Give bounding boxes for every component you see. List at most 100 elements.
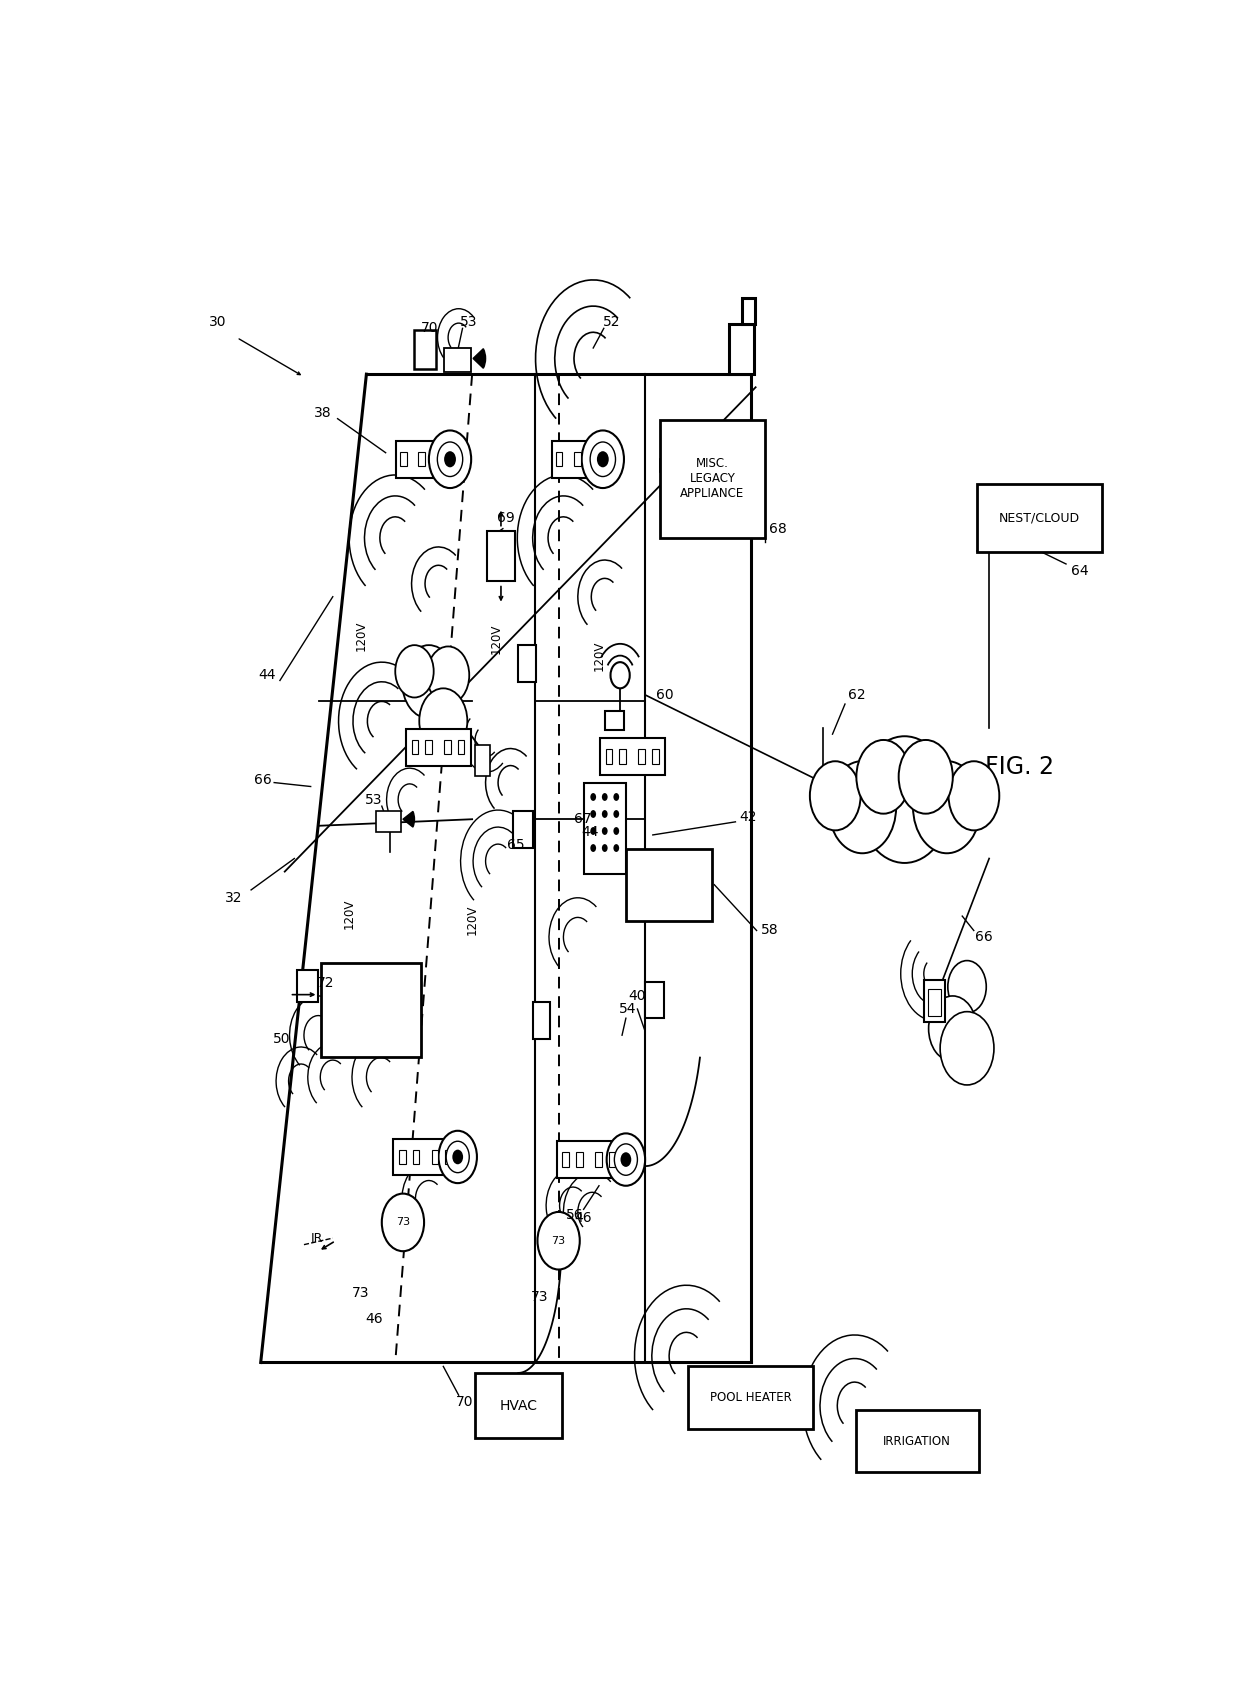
FancyBboxPatch shape (513, 811, 533, 848)
Circle shape (396, 644, 434, 697)
Text: 50: 50 (273, 1032, 290, 1045)
Circle shape (857, 740, 910, 814)
FancyBboxPatch shape (475, 745, 490, 775)
FancyBboxPatch shape (414, 330, 435, 369)
Text: 66: 66 (254, 774, 272, 787)
Circle shape (856, 740, 910, 814)
Text: IRRIGATION: IRRIGATION (883, 1435, 951, 1447)
FancyBboxPatch shape (645, 981, 665, 1018)
FancyBboxPatch shape (626, 850, 712, 921)
FancyBboxPatch shape (605, 711, 624, 731)
FancyBboxPatch shape (556, 452, 563, 466)
FancyBboxPatch shape (486, 532, 516, 581)
Text: MISC.
LEGACY
APPLIANCE: MISC. LEGACY APPLIANCE (681, 457, 744, 500)
FancyBboxPatch shape (444, 740, 451, 755)
Circle shape (828, 760, 897, 853)
FancyBboxPatch shape (595, 1153, 601, 1166)
Circle shape (590, 811, 596, 818)
FancyBboxPatch shape (418, 452, 425, 466)
Circle shape (810, 762, 861, 831)
Circle shape (810, 762, 861, 830)
Text: 120V: 120V (355, 620, 368, 651)
Circle shape (858, 736, 951, 864)
Circle shape (427, 646, 469, 704)
Text: 69: 69 (497, 512, 515, 525)
FancyBboxPatch shape (652, 750, 658, 763)
Text: 68: 68 (769, 522, 786, 536)
Circle shape (601, 845, 608, 852)
Circle shape (439, 1130, 477, 1183)
Circle shape (382, 1193, 424, 1251)
FancyBboxPatch shape (412, 740, 418, 755)
Circle shape (590, 845, 596, 852)
Circle shape (601, 811, 608, 818)
FancyBboxPatch shape (444, 348, 471, 372)
Circle shape (940, 1012, 994, 1085)
FancyBboxPatch shape (574, 452, 580, 466)
Text: 66: 66 (975, 930, 992, 944)
Text: 120V: 120V (490, 624, 502, 654)
FancyBboxPatch shape (393, 1139, 459, 1175)
FancyBboxPatch shape (425, 740, 432, 755)
FancyBboxPatch shape (924, 981, 945, 1022)
Circle shape (446, 1141, 469, 1173)
Circle shape (537, 1212, 580, 1270)
Text: 73: 73 (396, 1217, 410, 1227)
Circle shape (444, 450, 456, 468)
Circle shape (429, 430, 471, 488)
Circle shape (614, 792, 619, 801)
Text: 70: 70 (422, 321, 439, 335)
Text: 73: 73 (552, 1236, 565, 1246)
Circle shape (949, 762, 999, 831)
Text: 42: 42 (739, 809, 756, 823)
FancyBboxPatch shape (475, 1374, 562, 1438)
Circle shape (858, 736, 951, 864)
Text: 120V: 120V (342, 898, 356, 928)
Circle shape (590, 442, 615, 476)
Circle shape (419, 688, 467, 753)
Circle shape (913, 760, 981, 853)
Text: 54: 54 (619, 1001, 636, 1017)
FancyBboxPatch shape (533, 1003, 551, 1039)
FancyBboxPatch shape (458, 740, 465, 755)
Circle shape (614, 1144, 637, 1175)
Circle shape (596, 450, 609, 468)
Circle shape (606, 1134, 645, 1187)
Text: 38: 38 (315, 406, 332, 420)
Circle shape (438, 442, 463, 476)
Text: 70: 70 (455, 1394, 474, 1409)
FancyBboxPatch shape (743, 298, 755, 325)
Text: INTERNET: INTERNET (870, 794, 939, 806)
Text: 58: 58 (761, 923, 779, 937)
Circle shape (899, 740, 952, 814)
FancyBboxPatch shape (552, 440, 589, 478)
FancyBboxPatch shape (413, 1149, 419, 1164)
Text: NEST/CLOUD: NEST/CLOUD (998, 512, 1080, 525)
Text: 60: 60 (656, 688, 673, 702)
FancyBboxPatch shape (321, 964, 422, 1057)
Circle shape (620, 1153, 631, 1166)
Text: 32: 32 (224, 891, 243, 904)
FancyBboxPatch shape (376, 811, 401, 833)
Circle shape (929, 996, 977, 1061)
Circle shape (453, 1149, 463, 1164)
Circle shape (828, 762, 897, 853)
Text: 40: 40 (629, 989, 646, 1003)
Circle shape (899, 740, 954, 814)
Circle shape (949, 762, 999, 830)
Wedge shape (403, 811, 414, 828)
Text: 64: 64 (1070, 563, 1089, 578)
Wedge shape (474, 348, 486, 369)
FancyBboxPatch shape (729, 325, 754, 374)
FancyBboxPatch shape (298, 969, 319, 1003)
FancyBboxPatch shape (605, 750, 613, 763)
Text: 52: 52 (603, 314, 620, 328)
Circle shape (614, 845, 619, 852)
FancyBboxPatch shape (518, 644, 536, 682)
FancyBboxPatch shape (928, 989, 941, 1015)
FancyBboxPatch shape (432, 1149, 439, 1164)
FancyBboxPatch shape (445, 1149, 451, 1164)
Circle shape (947, 960, 986, 1013)
Text: FIG. 2: FIG. 2 (986, 755, 1054, 779)
FancyBboxPatch shape (397, 440, 433, 478)
